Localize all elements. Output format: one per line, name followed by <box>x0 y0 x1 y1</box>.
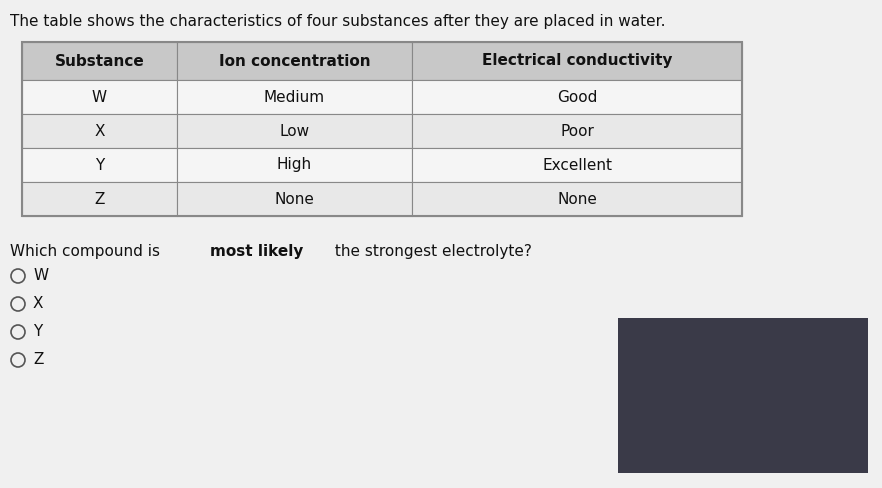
Text: Y: Y <box>95 158 104 172</box>
Text: Z: Z <box>94 191 105 206</box>
Bar <box>177 148 412 182</box>
Bar <box>412 114 742 148</box>
Text: X: X <box>94 123 105 139</box>
Bar <box>177 114 412 148</box>
Bar <box>177 42 412 80</box>
Text: most likely: most likely <box>210 244 303 259</box>
Text: Excellent: Excellent <box>542 158 612 172</box>
Bar <box>22 114 177 148</box>
Bar <box>618 318 868 473</box>
Text: The table shows the characteristics of four substances after they are placed in : The table shows the characteristics of f… <box>10 14 666 29</box>
Text: Z: Z <box>33 352 43 367</box>
Text: W: W <box>92 89 107 104</box>
Bar <box>22 80 177 114</box>
Bar <box>177 182 412 216</box>
Text: Which compound is: Which compound is <box>10 244 165 259</box>
Bar <box>22 148 177 182</box>
Text: Medium: Medium <box>264 89 325 104</box>
Bar <box>412 42 742 80</box>
Bar <box>412 80 742 114</box>
Bar <box>22 42 742 216</box>
Text: None: None <box>557 191 597 206</box>
Text: Low: Low <box>280 123 310 139</box>
Text: X: X <box>33 297 43 311</box>
Bar <box>22 42 177 80</box>
Text: Good: Good <box>557 89 597 104</box>
FancyBboxPatch shape <box>618 318 868 473</box>
Text: Ion concentration: Ion concentration <box>219 54 370 68</box>
Text: W: W <box>33 268 49 284</box>
Text: Electrical conductivity: Electrical conductivity <box>482 54 672 68</box>
Bar <box>177 80 412 114</box>
Bar <box>22 182 177 216</box>
Bar <box>412 148 742 182</box>
Bar <box>412 182 742 216</box>
Text: the strongest electrolyte?: the strongest electrolyte? <box>331 244 532 259</box>
Text: Poor: Poor <box>560 123 594 139</box>
Text: Y: Y <box>33 325 42 340</box>
Text: Substance: Substance <box>55 54 145 68</box>
Text: High: High <box>277 158 312 172</box>
Text: None: None <box>274 191 315 206</box>
